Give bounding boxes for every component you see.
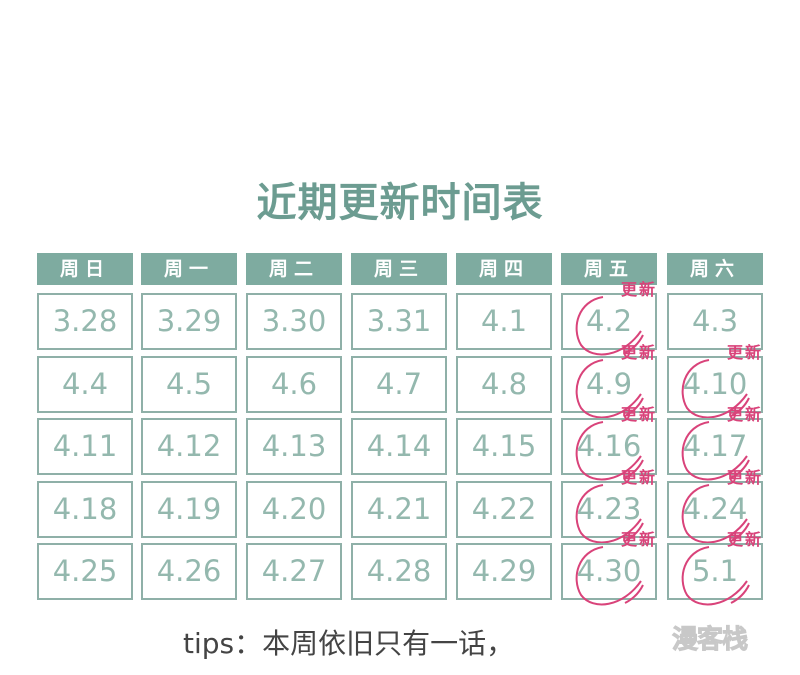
date-label: 4.20 [261,492,327,526]
date-cell: 4.19 [141,481,237,538]
date-label: 4.17 [682,429,748,463]
date-cell: 4.18 [37,481,133,538]
date-label: 4.25 [52,554,118,588]
page-title: 近期更新时间表 [256,180,544,226]
date-cell: 4.4 [37,356,133,413]
date-label: 4.10 [682,367,748,401]
weekday-header: 周二 [246,253,342,285]
date-label: 4.8 [480,367,528,401]
date-label: 4.15 [471,429,537,463]
date-cell: 4.29 [456,543,552,600]
update-label: 更新 [620,343,657,362]
date-label: 4.26 [156,554,222,588]
date-cell: 3.31 [351,293,447,350]
tips-text: tips：本周依旧只有一话， [183,627,515,660]
date-label: 4.5 [165,367,213,401]
date-cell: 4.12 [141,418,237,475]
weekday-header: 周一 [141,253,237,285]
date-label: 4.14 [366,429,432,463]
date-label: 4.1 [480,304,528,338]
date-label: 3.30 [261,304,327,338]
date-cell: 4.22 [456,481,552,538]
weekday-header: 周五 [561,253,657,285]
date-cell: 3.30 [246,293,342,350]
date-cell: 4.6 [246,356,342,413]
weekday-header: 周日 [37,253,133,285]
date-cell: 3.28 [37,293,133,350]
date-cell: 4.14 [351,418,447,475]
date-cell: 4.17 更新 [667,406,763,481]
date-cell: 4.1 [456,293,552,350]
date-cell: 4.9 更新 [561,344,657,419]
date-cell: 4.20 [246,481,342,538]
date-label: 4.9 [585,367,633,401]
date-label: 4.12 [156,429,222,463]
date-cell: 4.30 更新 [561,531,657,606]
update-label: 更新 [726,530,763,549]
date-cell: 4.8 [456,356,552,413]
date-cell: 4.13 [246,418,342,475]
date-cell: 4.21 [351,481,447,538]
weekday-header: 周六 [667,253,763,285]
update-label: 更新 [726,405,763,424]
date-label: 4.7 [375,367,423,401]
date-cell: 4.27 [246,543,342,600]
date-label: 4.2 [585,304,633,338]
date-cell: 4.11 [37,418,133,475]
date-cell: 4.28 [351,543,447,600]
weekday-header: 周四 [456,253,552,285]
date-label: 4.30 [576,554,642,588]
date-cell: 4.2 更新 [561,281,657,356]
date-label: 4.6 [270,367,318,401]
date-cell: 4.5 [141,356,237,413]
date-label: 4.21 [366,492,432,526]
date-cell: 5.1 更新 [667,531,763,606]
date-label: 4.4 [61,367,109,401]
date-label: 4.23 [576,492,642,526]
date-label: 4.19 [156,492,222,526]
watermark-logo: 漫客栈 [671,625,748,656]
date-label: 4.13 [261,429,327,463]
date-label: 4.29 [471,554,537,588]
update-label: 更新 [726,343,763,362]
date-cell: 4.26 [141,543,237,600]
date-label: 4.11 [52,429,118,463]
update-label: 更新 [620,405,657,424]
date-cell: 4.7 [351,356,447,413]
date-label: 5.1 [691,554,739,588]
update-label: 更新 [620,468,657,487]
date-label: 4.22 [471,492,537,526]
date-label: 4.24 [682,492,748,526]
date-label: 4.28 [366,554,432,588]
date-label: 4.3 [691,304,739,338]
date-cell: 4.3 [667,293,763,350]
weekday-header: 周三 [351,253,447,285]
update-label: 更新 [726,468,763,487]
date-label: 4.27 [261,554,327,588]
date-cell: 4.10 更新 [667,344,763,419]
date-label: 4.18 [52,492,118,526]
date-label: 4.16 [576,429,642,463]
date-cell: 4.16 更新 [561,406,657,481]
date-cell: 3.29 [141,293,237,350]
date-label: 3.31 [366,304,432,338]
update-label: 更新 [620,530,657,549]
date-cell: 4.25 [37,543,133,600]
date-cell: 4.15 [456,418,552,475]
update-label: 更新 [620,280,657,299]
date-label: 3.28 [52,304,118,338]
date-label: 3.29 [156,304,222,338]
